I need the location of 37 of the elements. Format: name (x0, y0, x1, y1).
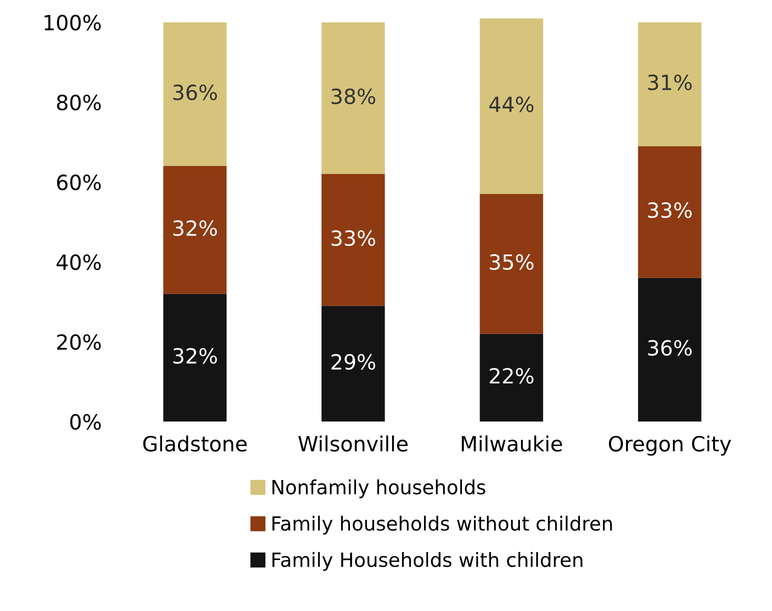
bar (480, 18, 544, 194)
data-label: 35% (490, 254, 534, 270)
bar (163, 294, 227, 422)
legend-label: Nonfamily households (272, 479, 486, 498)
legend-label: Family households without children (272, 516, 612, 535)
data-label: 33% (332, 230, 376, 246)
y-tick-label: 0% (70, 414, 101, 430)
bar (638, 146, 702, 278)
data-label: 36% (173, 84, 217, 100)
x-tick-label: Milwaukie (462, 435, 562, 452)
bar (638, 22, 702, 146)
x-tick-label: Oregon City (608, 435, 732, 456)
bar (322, 174, 385, 306)
bar (163, 22, 227, 166)
bar (480, 194, 544, 334)
y-tick-label: 80% (57, 94, 101, 110)
data-label: 32% (173, 220, 217, 236)
data-label: 36% (648, 340, 692, 356)
x-tick-label: Gladstone (143, 435, 247, 452)
data-label: 22% (490, 368, 534, 384)
x-tick-label: Wilsonville (298, 435, 408, 452)
data-label: 31% (648, 74, 692, 90)
bar (163, 166, 227, 294)
data-label: 44% (489, 96, 534, 112)
bar (322, 306, 385, 422)
bar (480, 334, 544, 422)
bar (638, 278, 702, 422)
y-tick-label: 100% (44, 14, 101, 31)
y-tick-label: 60% (57, 174, 101, 190)
y-tick-label: 40% (56, 254, 101, 270)
y-tick-label: 20% (57, 334, 101, 350)
data-label: 29% (332, 354, 376, 370)
data-label: 32% (173, 348, 217, 364)
legend-label: Family Households with children (272, 552, 582, 571)
data-label: 38% (332, 88, 376, 104)
data-label: 33% (648, 202, 692, 218)
bar (322, 22, 385, 174)
